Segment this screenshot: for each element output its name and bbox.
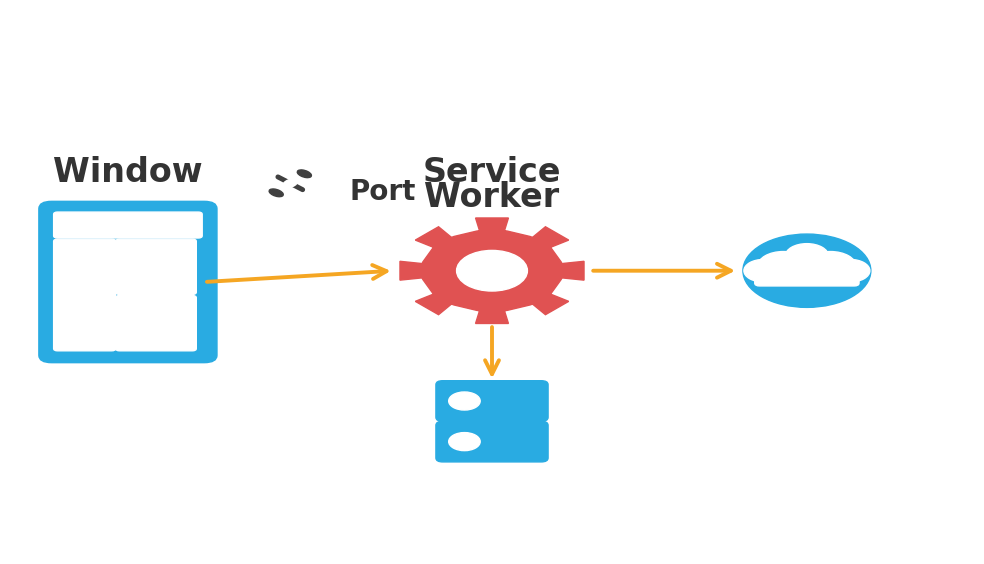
Circle shape xyxy=(758,252,809,281)
FancyBboxPatch shape xyxy=(116,296,197,351)
Text: Port: Port xyxy=(349,178,415,206)
FancyBboxPatch shape xyxy=(755,262,859,286)
Ellipse shape xyxy=(283,179,297,188)
Ellipse shape xyxy=(297,170,311,178)
Circle shape xyxy=(457,250,527,291)
Circle shape xyxy=(785,244,829,268)
Text: Window: Window xyxy=(53,156,203,188)
FancyBboxPatch shape xyxy=(436,421,548,462)
FancyBboxPatch shape xyxy=(54,212,203,238)
Circle shape xyxy=(449,392,480,410)
Polygon shape xyxy=(400,218,584,324)
Circle shape xyxy=(744,259,783,282)
Ellipse shape xyxy=(270,189,283,197)
Text: Service: Service xyxy=(423,156,561,188)
FancyBboxPatch shape xyxy=(39,201,216,363)
FancyBboxPatch shape xyxy=(436,381,548,421)
Text: Worker: Worker xyxy=(424,181,560,214)
Circle shape xyxy=(743,234,871,307)
FancyBboxPatch shape xyxy=(116,239,197,294)
FancyBboxPatch shape xyxy=(54,239,116,351)
Circle shape xyxy=(805,252,856,281)
Circle shape xyxy=(449,433,480,451)
Circle shape xyxy=(830,259,870,282)
